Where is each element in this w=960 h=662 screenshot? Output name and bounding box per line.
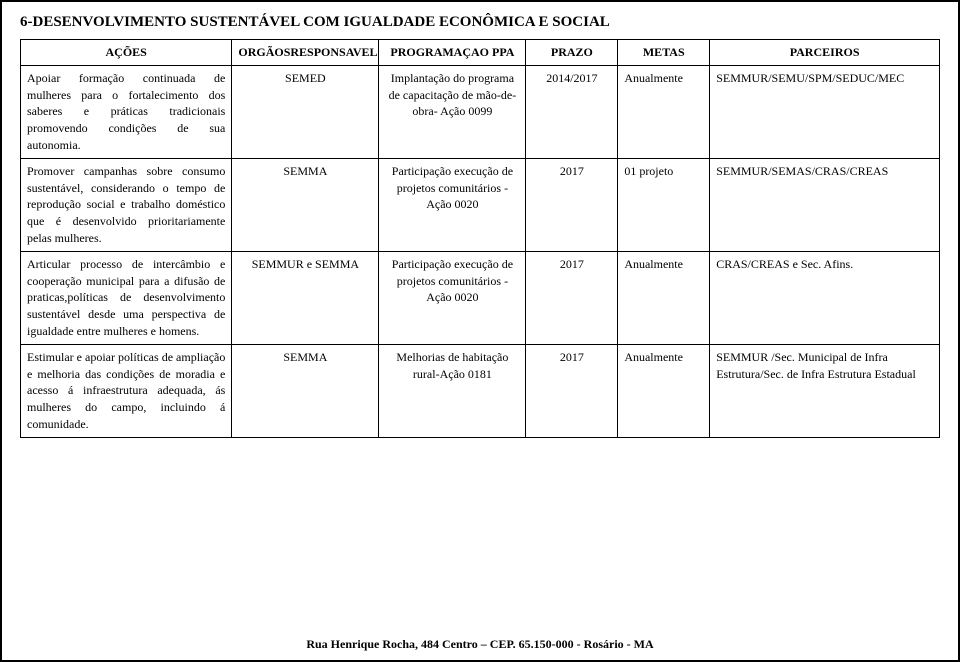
header-org: ORGÃOSRESPONSAVEL xyxy=(232,40,379,66)
cell-acoes: Estimular e apoiar políticas de ampliaçã… xyxy=(21,344,232,437)
cell-acoes: Articular processo de intercâmbio e coop… xyxy=(21,251,232,344)
page-footer: Rua Henrique Rocha, 484 Centro – CEP. 65… xyxy=(2,637,958,652)
cell-metas: 01 projeto xyxy=(618,158,710,251)
cell-acoes: Promover campanhas sobre consumo sustent… xyxy=(21,158,232,251)
page-title: 6-DESENVOLVIMENTO SUSTENTÁVEL COM IGUALD… xyxy=(20,14,940,31)
content-table: AÇÕES ORGÃOSRESPONSAVEL PROGRAMAÇAO PPA … xyxy=(20,39,940,438)
cell-prog: Participação execução de projetos comuni… xyxy=(379,251,526,344)
cell-org: SEMMUR e SEMMA xyxy=(232,251,379,344)
header-acoes: AÇÕES xyxy=(21,40,232,66)
cell-parc: SEMMUR /Sec. Municipal de Infra Estrutur… xyxy=(710,344,940,437)
table-header-row: AÇÕES ORGÃOSRESPONSAVEL PROGRAMAÇAO PPA … xyxy=(21,40,940,66)
cell-org: SEMMA xyxy=(232,158,379,251)
cell-prazo: 2017 xyxy=(526,158,618,251)
header-prazo: PRAZO xyxy=(526,40,618,66)
cell-metas: Anualmente xyxy=(618,251,710,344)
cell-acoes: Apoiar formação continuada de mulheres p… xyxy=(21,65,232,158)
table-row: Apoiar formação continuada de mulheres p… xyxy=(21,65,940,158)
cell-metas: Anualmente xyxy=(618,65,710,158)
table-row: Promover campanhas sobre consumo sustent… xyxy=(21,158,940,251)
cell-parc: SEMMUR/SEMU/SPM/SEDUC/MEC xyxy=(710,65,940,158)
cell-parc: SEMMUR/SEMAS/CRAS/CREAS xyxy=(710,158,940,251)
cell-prog: Participação execução de projetos comuni… xyxy=(379,158,526,251)
cell-org: SEMMA xyxy=(232,344,379,437)
cell-prazo: 2017 xyxy=(526,344,618,437)
cell-metas: Anualmente xyxy=(618,344,710,437)
header-prog: PROGRAMAÇAO PPA xyxy=(379,40,526,66)
header-metas: METAS xyxy=(618,40,710,66)
cell-prog: Melhorias de habitação rural-Ação 0181 xyxy=(379,344,526,437)
cell-parc: CRAS/CREAS e Sec. Afins. xyxy=(710,251,940,344)
table-row: Articular processo de intercâmbio e coop… xyxy=(21,251,940,344)
header-parc: PARCEIROS xyxy=(710,40,940,66)
cell-prog: Implantação do programa de capacitação d… xyxy=(379,65,526,158)
cell-org: SEMED xyxy=(232,65,379,158)
cell-prazo: 2014/2017 xyxy=(526,65,618,158)
cell-prazo: 2017 xyxy=(526,251,618,344)
document-page: 6-DESENVOLVIMENTO SUSTENTÁVEL COM IGUALD… xyxy=(0,0,960,662)
table-row: Estimular e apoiar políticas de ampliaçã… xyxy=(21,344,940,437)
